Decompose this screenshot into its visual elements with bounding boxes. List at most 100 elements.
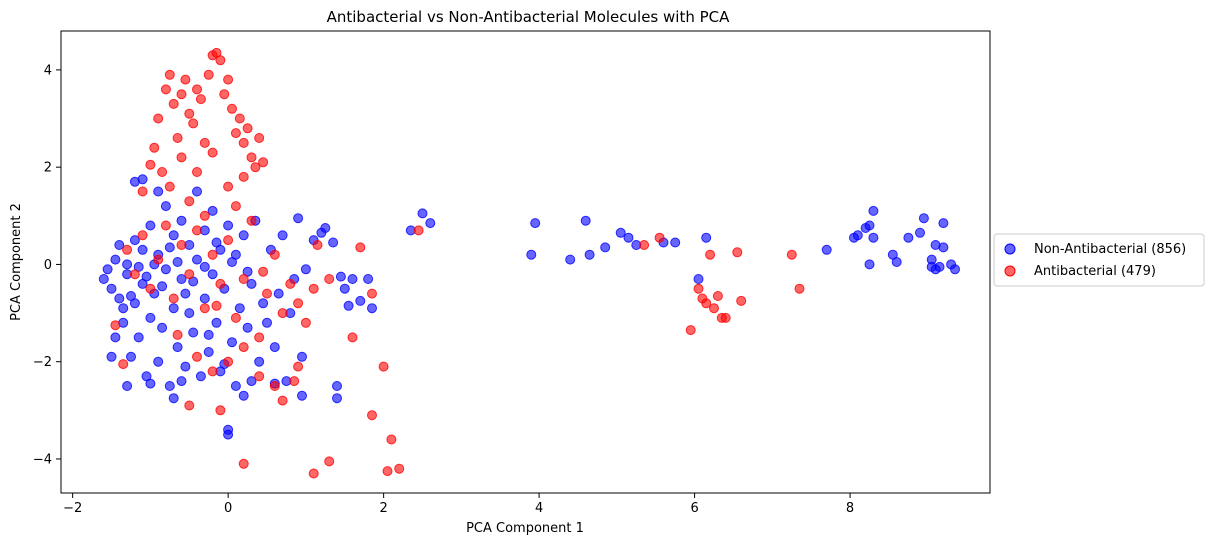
data-point (137, 230, 148, 241)
data-point (207, 147, 218, 158)
data-point (363, 274, 374, 284)
data-point (223, 356, 234, 367)
data-points (98, 47, 960, 479)
data-point (164, 242, 175, 253)
data-point (258, 157, 269, 168)
data-point (110, 254, 121, 265)
data-point (126, 291, 136, 301)
x-tick-label: 6 (690, 501, 698, 516)
data-point (938, 218, 949, 229)
data-point (145, 159, 156, 170)
data-point (297, 390, 307, 401)
data-point (207, 249, 218, 260)
data-point (176, 240, 187, 250)
data-point (526, 249, 537, 260)
data-point (262, 288, 272, 299)
data-point (269, 249, 280, 260)
data-point (184, 269, 195, 280)
data-point (701, 298, 712, 309)
data-point (324, 274, 335, 284)
data-point (868, 232, 879, 243)
data-point (712, 291, 723, 301)
data-point (693, 283, 704, 294)
data-point (184, 400, 195, 411)
y-tick-label: 4 (44, 63, 52, 78)
data-point (786, 249, 797, 260)
data-point (332, 381, 342, 391)
data-point (238, 274, 249, 284)
data-point (308, 468, 319, 479)
data-point (277, 395, 288, 406)
data-point (172, 342, 183, 353)
data-point (168, 293, 179, 304)
data-point (238, 230, 249, 241)
data-point (153, 113, 164, 124)
data-point (693, 274, 704, 284)
data-point (654, 232, 665, 243)
data-point (164, 181, 175, 192)
legend: Non-Antibacterial (856) Antibacterial (4… (993, 233, 1205, 287)
data-point (110, 332, 121, 343)
data-point (149, 142, 160, 153)
data-point (176, 376, 187, 387)
data-point (250, 162, 261, 173)
data-point (176, 215, 187, 226)
data-point (207, 205, 218, 216)
data-point (203, 329, 214, 340)
data-point (153, 356, 164, 367)
data-point (207, 366, 218, 377)
data-point (355, 295, 366, 306)
data-point (133, 332, 144, 343)
y-tick-label: −4 (33, 452, 52, 467)
data-point (184, 196, 195, 207)
data-point (215, 55, 226, 66)
data-point (246, 215, 257, 226)
data-point (172, 133, 183, 143)
x-tick-label: 0 (224, 501, 232, 516)
data-point (184, 308, 195, 319)
data-point (230, 128, 241, 139)
data-point (199, 293, 210, 304)
x-tick-label: −2 (63, 501, 82, 516)
data-point (122, 259, 133, 270)
data-point (308, 283, 319, 294)
data-point (145, 378, 156, 389)
data-point (223, 235, 234, 246)
data-point (188, 327, 199, 338)
data-point (289, 376, 300, 387)
data-point (293, 298, 304, 309)
data-point (230, 381, 241, 391)
data-point (639, 240, 650, 250)
data-point (285, 278, 296, 289)
data-point (269, 342, 280, 353)
data-point (234, 113, 245, 124)
data-point (106, 283, 117, 294)
data-point (168, 303, 179, 314)
data-point (168, 230, 179, 241)
data-point (180, 361, 191, 372)
legend-box (993, 233, 1205, 287)
data-point (215, 405, 226, 416)
data-point (246, 152, 257, 163)
data-point (386, 434, 397, 445)
data-point (254, 332, 265, 343)
data-point (324, 456, 335, 467)
chart-title: Antibacterial vs Non-Antibacterial Molec… (327, 8, 731, 26)
data-point (137, 174, 148, 185)
data-point (367, 288, 377, 299)
data-point (207, 269, 218, 280)
data-point (254, 133, 265, 143)
data-point (114, 293, 125, 304)
data-point (852, 230, 863, 241)
data-point (903, 232, 914, 243)
data-point (164, 69, 175, 80)
data-point (297, 351, 307, 362)
data-point (164, 381, 175, 391)
y-tick-label: −2 (33, 355, 52, 370)
data-point (118, 359, 129, 370)
data-point (223, 74, 234, 85)
legend-label-antibacterial: Antibacterial (479) (1034, 264, 1156, 279)
data-point (300, 317, 311, 328)
data-point (199, 137, 210, 148)
x-axis-label: PCA Component 1 (466, 521, 584, 536)
